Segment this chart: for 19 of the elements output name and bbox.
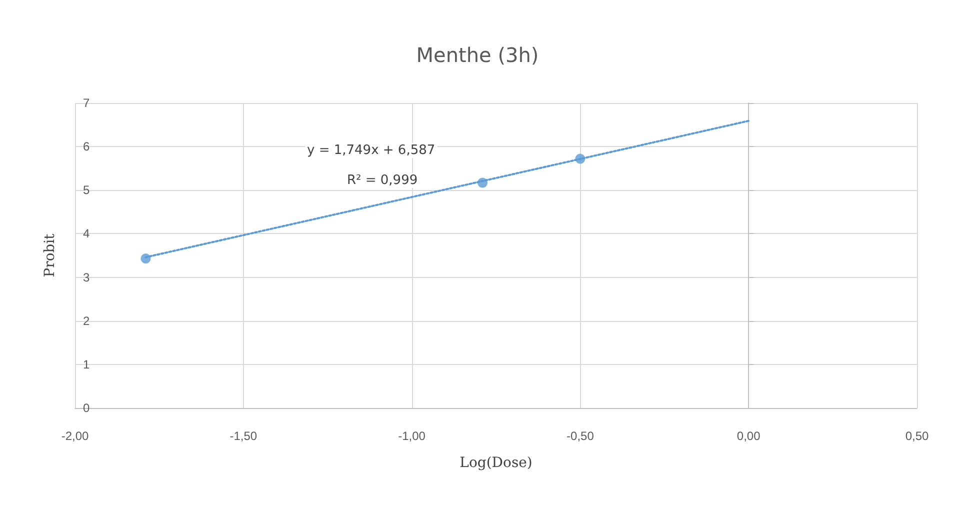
x-axis-title: Log(Dose) [460, 455, 532, 471]
x-tick-label: 0,00 [736, 429, 761, 443]
y-tick-label: 3 [83, 270, 90, 284]
annotation: R² = 0,999 [347, 173, 418, 188]
y-tick-label: 1 [83, 357, 90, 372]
y-tick-label: 7 [83, 96, 90, 110]
annotation: y = 1,749x + 6,587 [307, 143, 436, 158]
y-axis-title: Probit [42, 233, 58, 278]
y-tick-label: 5 [83, 183, 90, 198]
y-tick-label: 2 [83, 314, 90, 328]
x-tick-label: -2,00 [61, 429, 89, 443]
x-tick-label: -0,50 [566, 429, 594, 443]
x-tick-label: -1,50 [230, 429, 258, 443]
chart-title: Menthe (3h) [416, 43, 539, 67]
y-tick-label: 4 [83, 226, 90, 241]
x-tick-label: 0,50 [905, 429, 929, 443]
y-tick-label: 6 [83, 140, 90, 154]
y-tick-label: 0 [83, 401, 90, 415]
x-tick-label: -1,00 [398, 429, 426, 443]
